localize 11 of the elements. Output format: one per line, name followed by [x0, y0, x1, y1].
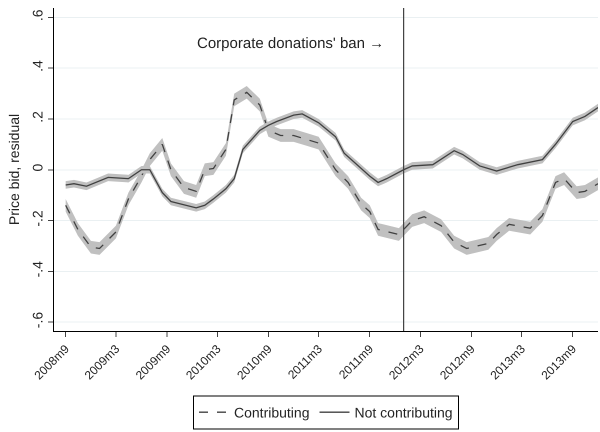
y-tick-label: 0 [29, 164, 46, 172]
y-tick-label: .2 [29, 110, 46, 123]
legend-label: Not contributing [354, 404, 453, 421]
y-tick-label: .6 [29, 9, 46, 22]
annotation: Corporate donations' ban → [197, 35, 384, 52]
y-tick-label: -.4 [29, 260, 46, 278]
y-axis-title: Price bid, residual [6, 114, 22, 226]
y-tick-label: -.6 [29, 312, 46, 328]
y-tick-label: .4 [29, 60, 46, 72]
legend-label: Contributing [234, 404, 310, 421]
y-tick-label: -.2 [29, 210, 46, 227]
